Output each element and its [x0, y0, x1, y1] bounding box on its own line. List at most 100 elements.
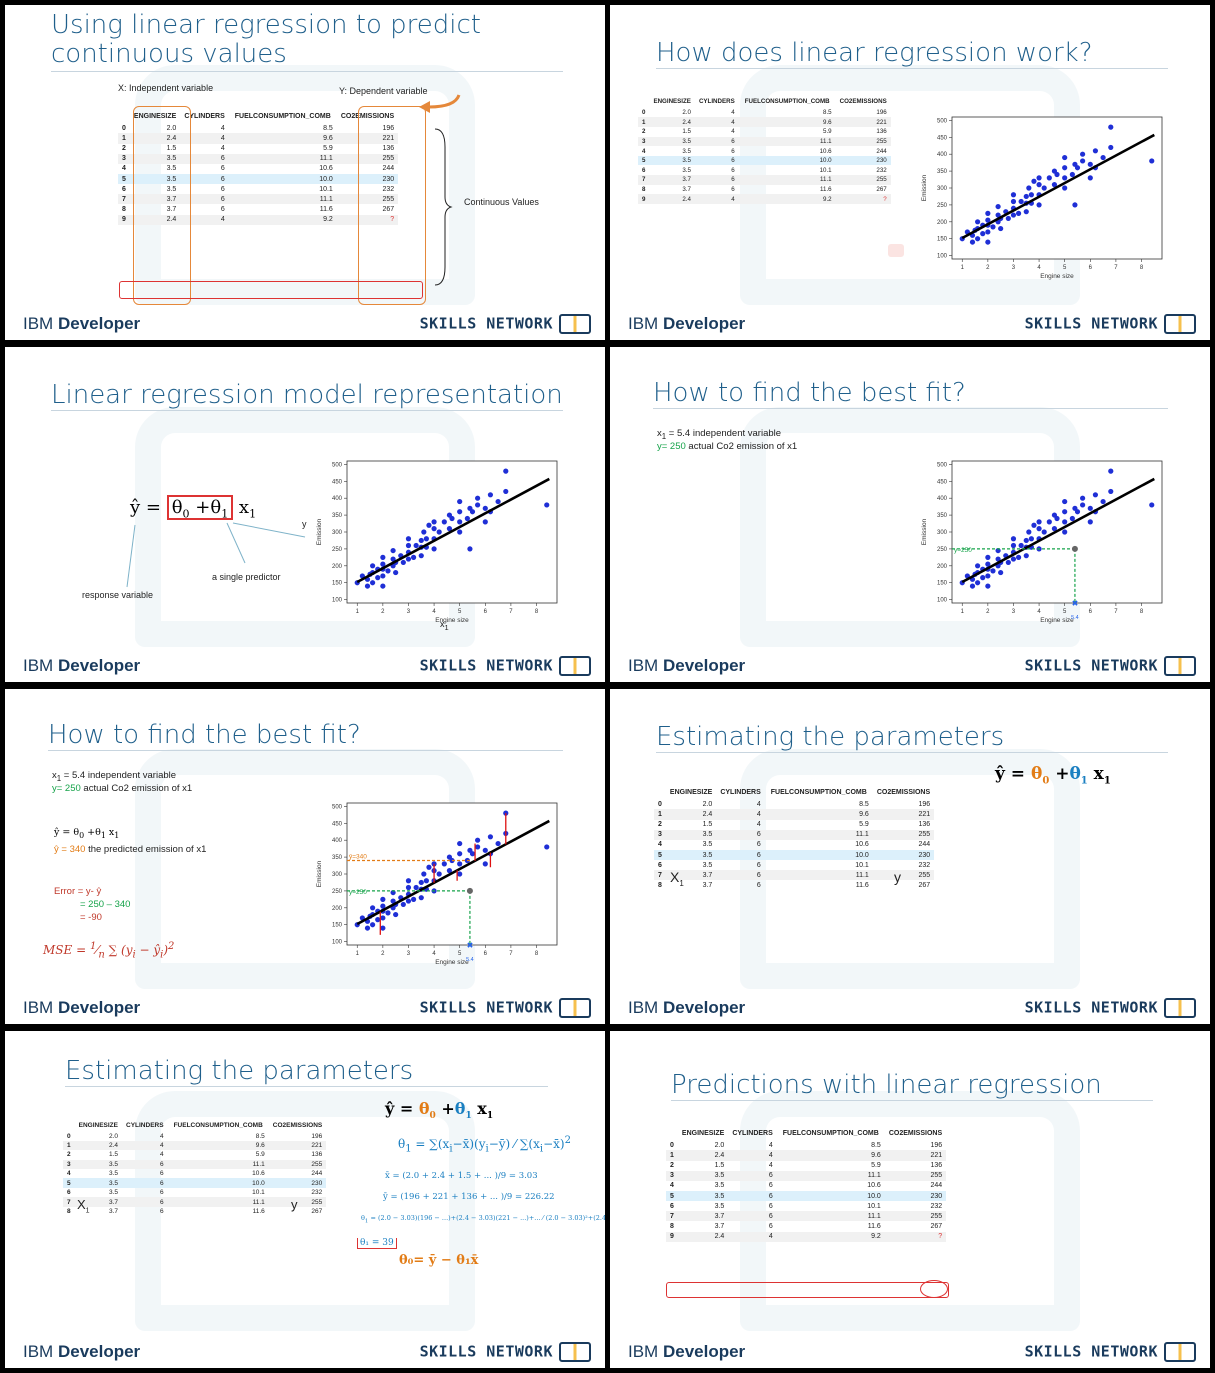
- y-tick-label: 200: [937, 564, 948, 570]
- table-cell: 255: [268, 1159, 327, 1170]
- data-point: [457, 871, 463, 877]
- data-point: [370, 580, 376, 586]
- table-cell: 11.6: [820, 185, 832, 193]
- data-point: [375, 575, 381, 581]
- row-index: 2: [642, 128, 646, 136]
- x-cross-marker: ✖: [467, 941, 474, 950]
- y-tick-label: 500: [937, 118, 948, 124]
- table-cell: 196: [382, 124, 395, 132]
- row-index: 6: [67, 1189, 71, 1197]
- table-cell: 4: [728, 1150, 777, 1161]
- data-point: [405, 536, 412, 542]
- table-row: 8 3.7 6 11.6 267: [63, 1207, 326, 1216]
- x-tick-label: 6: [1089, 265, 1093, 271]
- data-point: [410, 554, 417, 560]
- annotation-arrows: [126, 522, 306, 588]
- y-tick-label: 500: [332, 804, 343, 810]
- x-axis-label: Engine size: [435, 617, 469, 624]
- table-cell: 9.2: [228, 214, 337, 225]
- data-point: [413, 884, 419, 891]
- table-cell: 3.7: [665, 870, 717, 881]
- data-point: [969, 583, 976, 589]
- table-cell: 6: [694, 175, 739, 185]
- data-point: [1036, 526, 1042, 532]
- row-index: 2: [67, 1151, 71, 1159]
- row-9-highlight: [666, 1282, 949, 1298]
- row-index: 6: [122, 185, 126, 193]
- data-point: [985, 217, 991, 223]
- table-row: 1 2.4 4 9.6 221: [118, 133, 399, 144]
- row-index: 7: [654, 870, 666, 881]
- row-9-highlight: [119, 281, 423, 299]
- data-point: [1092, 148, 1099, 154]
- data-point: [1036, 175, 1042, 181]
- continuous-values-label: Continuous Values: [464, 197, 539, 207]
- regression-equation: ŷ = θ0 +θ1 x1: [385, 1099, 494, 1122]
- table-cell: 221: [268, 1140, 327, 1151]
- data-point: [1010, 212, 1017, 218]
- data-point: [1074, 509, 1081, 515]
- slide-title: How to find the best fit?: [48, 720, 361, 750]
- data-point: [487, 492, 494, 498]
- data-point: [1062, 498, 1068, 505]
- data-point: [1005, 559, 1011, 566]
- theta0-formula: θ₀= ȳ − θ₁x̄: [399, 1253, 479, 1268]
- data-point: [400, 901, 406, 908]
- table-cell: 255: [336, 153, 399, 164]
- x-tick-label: 1: [356, 609, 360, 615]
- x-tick-label: 1: [356, 951, 360, 957]
- table-cell: 267: [311, 1207, 323, 1215]
- slide-title: Estimating the parameters: [65, 1056, 414, 1086]
- row-index: 4: [670, 1182, 674, 1190]
- y-tick-label: 250: [332, 547, 343, 553]
- table-index-header: [63, 1119, 75, 1131]
- table-cell: 6: [728, 1170, 777, 1181]
- table-row: 1 2.4 4 9.6 221: [63, 1140, 327, 1151]
- data-point: [469, 851, 476, 857]
- regression-line: [356, 477, 550, 584]
- data-point: [985, 573, 991, 579]
- row-index: 5: [666, 1191, 678, 1202]
- y-tick-label: 150: [332, 581, 343, 587]
- data-point: [998, 569, 1004, 576]
- data-point: [985, 229, 991, 235]
- x-tick-label: 5: [458, 609, 462, 615]
- table-index-header: [118, 110, 130, 123]
- table-row: 1 2.4 4 9.6 221: [654, 809, 935, 820]
- brace-icon: [434, 128, 453, 286]
- data-point: [418, 895, 424, 901]
- table-row: 6 3.5 6 10.1 232: [118, 184, 398, 194]
- x-tick-label: 6: [484, 609, 488, 615]
- data-point: [980, 575, 986, 581]
- table-cell: 9.6: [738, 117, 836, 127]
- skills-network-logo: SKILLS NETWORK: [420, 656, 591, 676]
- table-cell: 11.6: [855, 881, 869, 889]
- table-cell: 3.5: [649, 155, 695, 166]
- data-point: [975, 219, 981, 225]
- table-row: 3 3.5 6 11.1 255: [666, 1170, 947, 1181]
- data-point: [975, 236, 981, 242]
- table-cell: 2.4: [677, 1150, 729, 1161]
- book-icon: [1164, 314, 1196, 334]
- data-point: [1028, 192, 1034, 198]
- table-cell: 6: [756, 881, 761, 889]
- data-point: [457, 519, 463, 525]
- actual-point: [1071, 545, 1078, 552]
- table-cell: 136: [876, 128, 887, 136]
- table-cell: 267: [930, 1222, 943, 1230]
- table-cell: 4: [180, 214, 229, 225]
- data-point: [969, 239, 976, 245]
- table-row: 3 3.5 6 11.1 255: [63, 1159, 327, 1170]
- table-row: 2 1.5 4 5.9 136: [63, 1150, 326, 1159]
- table-cell: 10.1: [252, 1189, 265, 1197]
- table-index-header: [638, 96, 649, 108]
- table-row: 8 3.7 6 11.6 267: [638, 185, 891, 195]
- slide-6: Estimating the parameters ŷ = θ0 +θ1 x1 …: [610, 689, 1210, 1024]
- data-point: [431, 526, 437, 532]
- scatter-plot: 1 2 3 4 5 6 7 8 100 150 200 250 300 350 400 450 500 Engin…: [316, 460, 558, 624]
- table-cell: 5.9: [859, 821, 869, 829]
- table-cell: 4: [122, 1140, 168, 1151]
- table-row: 0 2.0 4 8.5 196: [654, 799, 934, 809]
- data-point: [364, 583, 371, 589]
- data-point: [985, 583, 991, 589]
